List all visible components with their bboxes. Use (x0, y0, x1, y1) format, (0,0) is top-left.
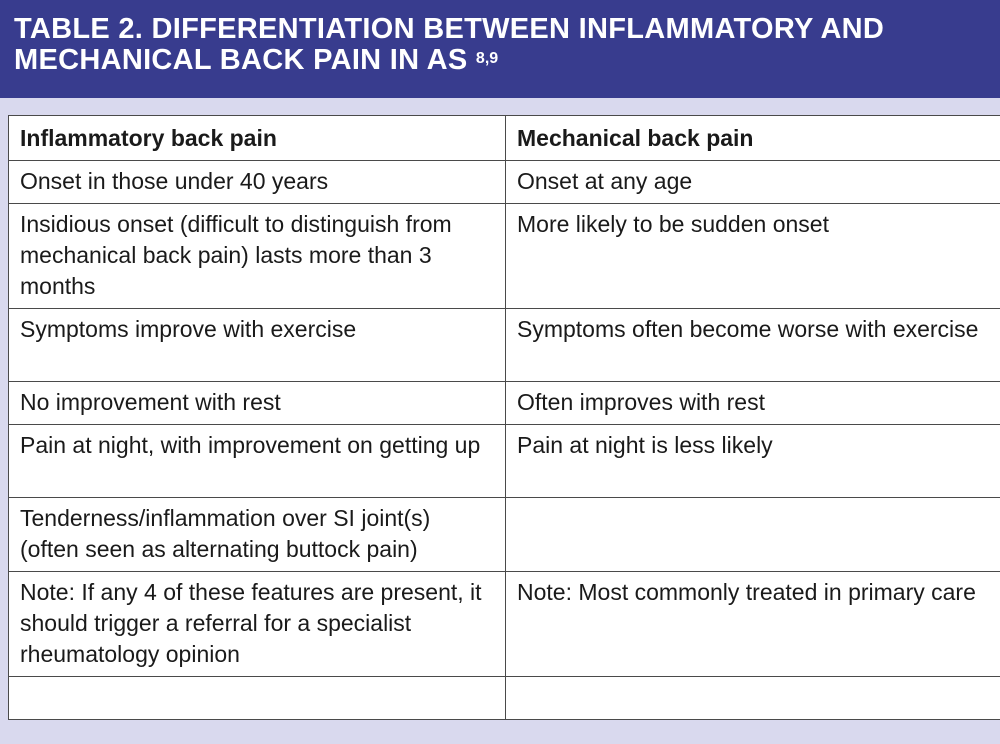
table-row: No improvement with rest Often improves … (8, 381, 1000, 425)
empty-cell (505, 676, 1000, 720)
table-header-row: Inflammatory back pain Mechanical back p… (8, 115, 1000, 161)
inflammatory-cell: Pain at night, with improvement on getti… (8, 424, 506, 498)
mechanical-cell (505, 497, 1000, 572)
table-title-banner: TABLE 2. DIFFERENTIATION BETWEEN INFLAMM… (0, 0, 1000, 98)
comparison-table: Inflammatory back pain Mechanical back p… (8, 115, 1000, 720)
empty-cell (8, 676, 506, 720)
table-row: Tenderness/inflammation over SI joint(s)… (8, 497, 1000, 572)
column-header-inflammatory: Inflammatory back pain (8, 115, 506, 161)
title-superscript: 8,9 (475, 50, 499, 67)
inflammatory-cell: Tenderness/inflammation over SI joint(s)… (8, 497, 506, 572)
mechanical-cell: Often improves with rest (505, 381, 1000, 425)
table-title: TABLE 2. DIFFERENTIATION BETWEEN INFLAMM… (14, 14, 1000, 76)
mechanical-cell: Pain at night is less likely (505, 424, 1000, 498)
table-row: Onset in those under 40 years Onset at a… (8, 160, 1000, 204)
table-row: Note: If any 4 of these features are pre… (8, 571, 1000, 677)
table-row: Symptoms improve with exercise Symptoms … (8, 308, 1000, 382)
comparison-table-container: Inflammatory back pain Mechanical back p… (8, 115, 1000, 720)
mechanical-cell: Onset at any age (505, 160, 1000, 204)
inflammatory-cell: Insidious onset (difficult to distinguis… (8, 203, 506, 309)
inflammatory-cell: Symptoms improve with exercise (8, 308, 506, 382)
inflammatory-note-cell: Note: If any 4 of these features are pre… (8, 571, 506, 677)
table-row: Pain at night, with improvement on getti… (8, 424, 1000, 498)
column-header-mechanical: Mechanical back pain (505, 115, 1000, 161)
title-line-2: MECHANICAL BACK PAIN IN AS (14, 44, 468, 76)
mechanical-cell: Symptoms often become worse with exercis… (505, 308, 1000, 382)
table-row: Insidious onset (difficult to distinguis… (8, 203, 1000, 309)
mechanical-cell: More likely to be sudden onset (505, 203, 1000, 309)
inflammatory-cell: No improvement with rest (8, 381, 506, 425)
title-line-1: TABLE 2. DIFFERENTIATION BETWEEN INFLAMM… (14, 13, 885, 45)
inflammatory-cell: Onset in those under 40 years (8, 160, 506, 204)
table-row (8, 676, 1000, 720)
mechanical-note-cell: Note: Most commonly treated in primary c… (505, 571, 1000, 677)
